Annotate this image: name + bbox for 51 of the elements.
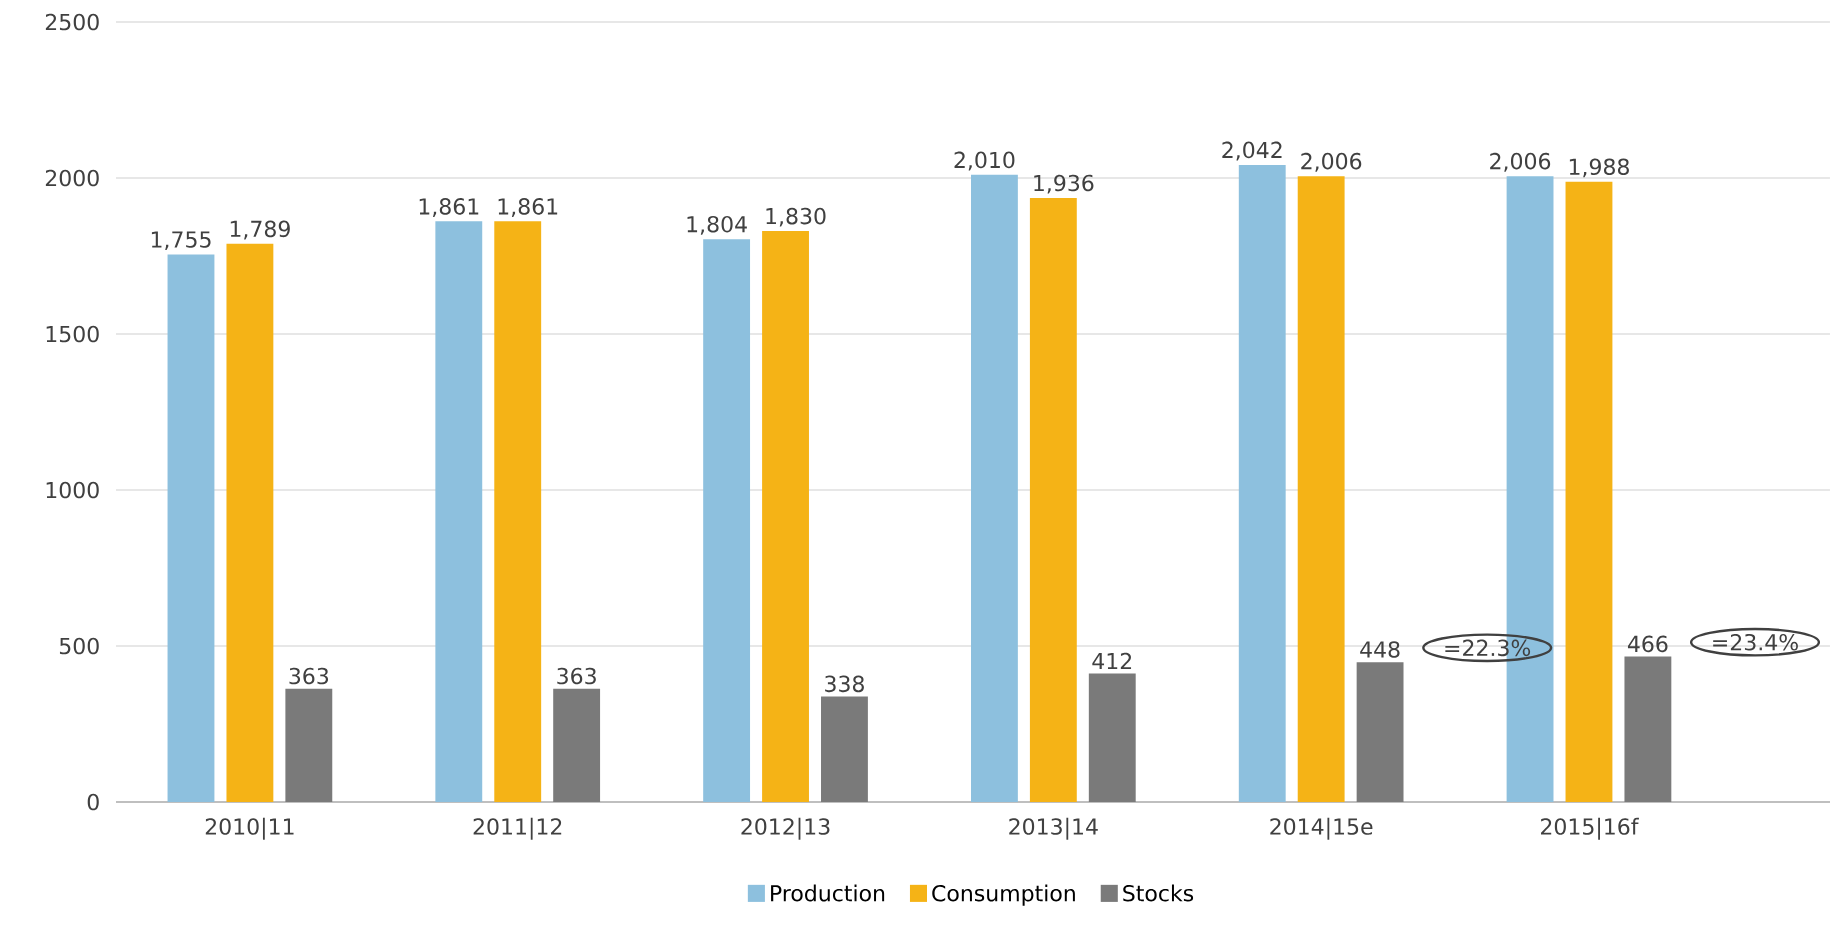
bar bbox=[285, 688, 333, 802]
bar bbox=[435, 221, 483, 802]
data-label: 412 bbox=[1092, 652, 1132, 670]
data-label: 1,861 bbox=[419, 198, 479, 217]
data-label: 2,006 bbox=[1490, 152, 1551, 172]
bar bbox=[1565, 181, 1613, 802]
x-tick-label: 2015|16f bbox=[1541, 817, 1639, 840]
bar bbox=[762, 231, 809, 802]
x-tick-label: 2013|14 bbox=[1009, 817, 1098, 840]
data-label: 466 bbox=[1627, 635, 1668, 653]
bar bbox=[1088, 673, 1136, 802]
annotation: =23.4% bbox=[1713, 633, 1798, 651]
bar bbox=[1029, 197, 1077, 802]
bar bbox=[1356, 662, 1404, 802]
data-label: 2,042 bbox=[1222, 141, 1282, 161]
bar bbox=[703, 239, 751, 802]
data-label: 1,861 bbox=[498, 198, 558, 217]
y-tick-label: 0 bbox=[87, 793, 99, 811]
data-label: 363 bbox=[557, 667, 596, 685]
bar bbox=[821, 696, 868, 802]
y-tick-label: 500 bbox=[59, 637, 99, 655]
bar bbox=[971, 174, 1018, 802]
data-label: 1,755 bbox=[151, 231, 211, 251]
x-tick-label: 2012|13 bbox=[741, 817, 830, 840]
data-label: 2,006 bbox=[1301, 152, 1362, 172]
y-tick-label: 2000 bbox=[45, 169, 99, 187]
bar bbox=[167, 254, 215, 802]
data-label: 338 bbox=[825, 675, 864, 693]
bar bbox=[226, 243, 274, 802]
bar bbox=[1297, 176, 1345, 802]
bar bbox=[553, 688, 601, 802]
legend-label: Stocks bbox=[1123, 884, 1194, 902]
y-tick-label: 1500 bbox=[46, 325, 99, 343]
legend-label: Consumption bbox=[932, 884, 1075, 906]
x-tick-label: 2014|15e bbox=[1270, 817, 1373, 840]
bar bbox=[494, 221, 542, 802]
data-label: 1,789 bbox=[230, 220, 290, 240]
data-label: 448 bbox=[1360, 641, 1400, 658]
bar bbox=[1238, 164, 1286, 802]
y-tick-label: 1000 bbox=[46, 481, 99, 499]
data-label: 1,804 bbox=[687, 215, 747, 235]
data-label: 2,010 bbox=[954, 151, 1015, 171]
bar bbox=[1624, 656, 1672, 802]
data-label: 1,830 bbox=[766, 207, 826, 227]
data-label: 1,988 bbox=[1569, 158, 1629, 178]
x-tick-label: 2010|11 bbox=[205, 817, 294, 840]
data-label: 1,936 bbox=[1034, 174, 1094, 194]
data-label: 363 bbox=[289, 667, 329, 685]
legend-label: Production bbox=[771, 884, 885, 902]
y-tick-label: 2500 bbox=[45, 13, 99, 31]
x-tick-label: 2011|12 bbox=[473, 817, 562, 840]
